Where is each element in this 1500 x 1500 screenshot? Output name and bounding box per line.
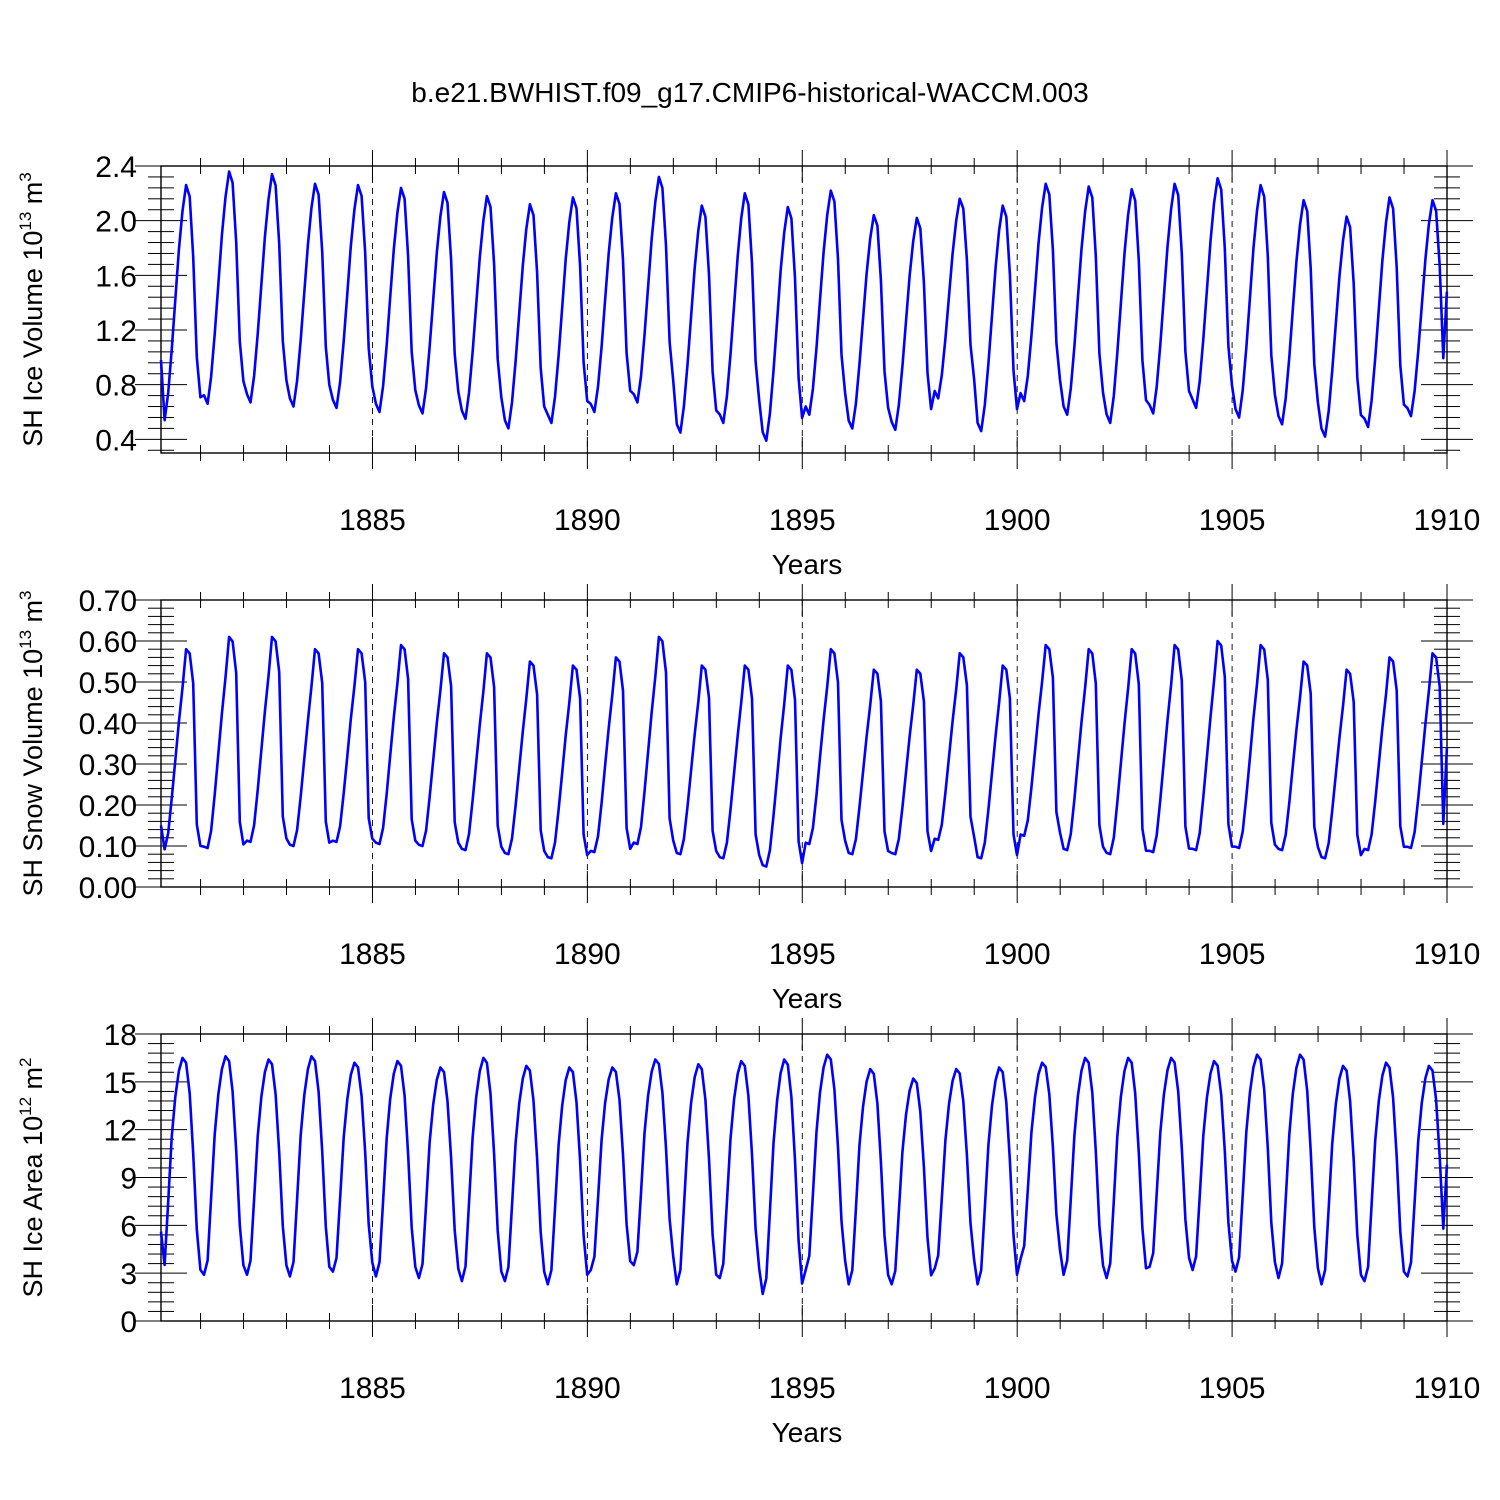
y-tick-label: 2.0: [95, 206, 137, 239]
x-axis-label: Years: [772, 983, 843, 1014]
y-tick-label: 12: [104, 1115, 137, 1148]
x-tick-label: 1910: [1414, 1372, 1481, 1405]
x-tick-label: 1895: [769, 1372, 836, 1405]
y-tick-label: 18: [104, 1019, 137, 1052]
y-tick-label: 0.4: [95, 424, 137, 457]
x-axis-label: Years: [772, 1417, 843, 1448]
x-tick-label: 1885: [339, 1372, 406, 1405]
y-axis-label: SH Snow Volume 1013 m3: [16, 590, 48, 896]
y-tick-label: 6: [120, 1210, 137, 1243]
x-tick-label: 1900: [984, 938, 1051, 971]
x-tick-label: 1905: [1199, 1372, 1266, 1405]
plot-frame: [160, 599, 1448, 888]
y-tick-label: 0.60: [79, 626, 137, 659]
x-tick-label: 1910: [1414, 504, 1481, 537]
x-tick-label: 1905: [1199, 504, 1266, 537]
panel-snow-volume: 0.00 0.10 0.20 0.30 0.40 0.50 0.60 0.70 1885 1890…: [16, 584, 1480, 1014]
x-tick-label: 1890: [554, 504, 621, 537]
y-tick-label: 0.10: [79, 831, 137, 864]
panel-ice-area: 0 3 6 9 12 15 18 1885 1890 1895 1900 1905 1910 Years S…: [16, 1018, 1480, 1448]
y-tick-label: 1.6: [95, 260, 137, 293]
y-tick-label: 0.20: [79, 790, 137, 823]
y-tick-label: 0.30: [79, 749, 137, 782]
series-line-ice-area: [159, 1053, 1449, 1296]
y-axis-label: SH Ice Area 1012 m2: [16, 1058, 48, 1298]
y-tick-label: 0: [120, 1306, 137, 1339]
y-tick-label: 0.40: [79, 708, 137, 741]
x-tick-label: 1900: [984, 1372, 1051, 1405]
x-tick-label: 1900: [984, 504, 1051, 537]
y-tick-label: 1.2: [95, 315, 137, 348]
x-tick-label: 1895: [769, 938, 836, 971]
y-tick-label: 0.50: [79, 667, 137, 700]
y-tick-label: 3: [120, 1258, 137, 1291]
y-tick-label: 2.4: [95, 151, 137, 184]
x-tick-label: 1895: [769, 504, 836, 537]
x-tick-label: 1885: [339, 504, 406, 537]
y-tick-label: 15: [104, 1067, 137, 1100]
y-tick-label: 0.8: [95, 370, 137, 403]
x-tick-label: 1905: [1199, 938, 1266, 971]
y-tick-label: 0.00: [79, 872, 137, 905]
x-tick-label: 1890: [554, 1372, 621, 1405]
x-tick-label: 1910: [1414, 938, 1481, 971]
y-axis-label: SH Ice Volume 1013 m3: [16, 172, 48, 447]
y-tick-label: 9: [120, 1163, 137, 1196]
panel-ice-volume: 0.4 0.8 1.2 1.6 2.0 2.4 1885 1890 1895 1900 1905 19…: [16, 150, 1480, 580]
series-line-ice-volume: [159, 170, 1449, 442]
series-line-snow-volume: [159, 635, 1449, 868]
x-tick-label: 1890: [554, 938, 621, 971]
x-axis-label: Years: [772, 549, 843, 580]
x-tick-label: 1885: [339, 938, 406, 971]
chart-title: b.e21.BWHIST.f09_g17.CMIP6-historical-WA…: [411, 77, 1088, 108]
y-tick-label: 0.70: [79, 585, 137, 618]
